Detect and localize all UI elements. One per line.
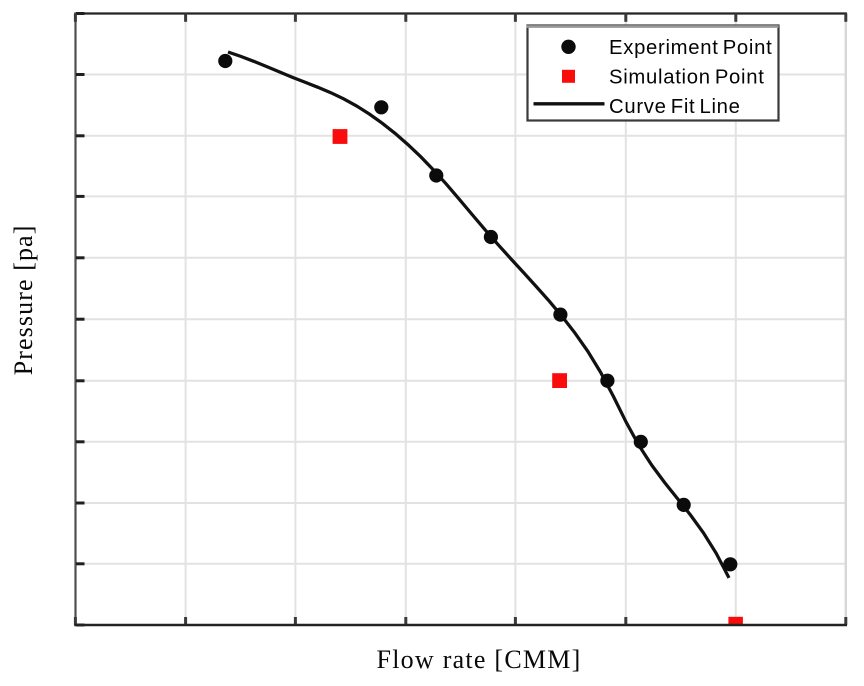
svg-text:Pressure [pa]: Pressure [pa] [9, 225, 38, 376]
svg-text:Curve Fit Line: Curve Fit Line [609, 96, 741, 118]
svg-text:Simulation Point: Simulation Point [609, 67, 765, 89]
svg-text:Experiment Point: Experiment Point [609, 37, 772, 59]
svg-text:Flow rate [CMM]: Flow rate [CMM] [377, 645, 582, 674]
